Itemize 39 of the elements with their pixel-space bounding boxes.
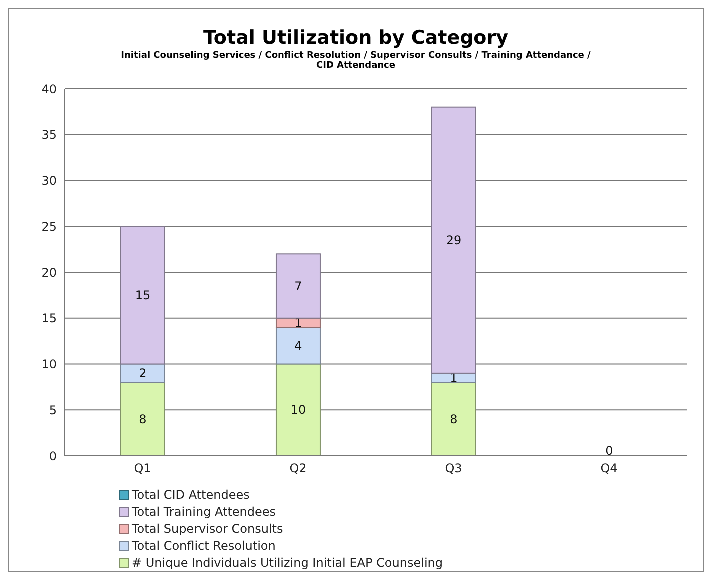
legend-label: Total CID Attendees — [132, 488, 250, 502]
data-label: 1 — [450, 371, 458, 386]
bar — [431, 382, 476, 456]
x-tick-label: Q2 — [290, 462, 307, 476]
legend-label: # Unique Individuals Utilizing Initial EAP Counseling — [132, 556, 443, 570]
x-tick-label: Q1 — [134, 462, 152, 476]
legend-label: Total Supervisor Consults — [132, 522, 284, 536]
y-tick-label: 5 — [49, 403, 57, 418]
data-label: 29 — [446, 233, 462, 248]
data-label: 10 — [290, 403, 306, 418]
data-label: 0 — [606, 444, 614, 458]
y-tick-label: 40 — [42, 82, 57, 96]
data-label: 7 — [294, 279, 302, 294]
bar — [276, 254, 321, 319]
y-tick-label: 20 — [42, 266, 57, 280]
data-label: 4 — [294, 338, 302, 353]
y-tick-label: 10 — [42, 358, 57, 372]
chart-title: Total Utilization by Category — [202, 27, 510, 49]
bar — [276, 364, 321, 456]
chart-subtitle: Initial Counseling Services / Conflict Resolution / Supervisor Consults / Training Attendance / CID Attendance — [121, 51, 591, 71]
y-tick-label: 35 — [42, 128, 57, 142]
bar — [120, 382, 166, 456]
bar — [431, 106, 476, 374]
data-label: 8 — [139, 412, 147, 426]
y-tick-label: 25 — [42, 220, 57, 234]
x-tick-label: Q3 — [445, 462, 462, 476]
x-tick-label: Q4 — [600, 462, 618, 476]
bar — [120, 226, 166, 365]
bar — [276, 327, 321, 365]
data-label: 15 — [135, 288, 151, 302]
y-tick-label: 15 — [42, 312, 57, 326]
data-label: 1 — [294, 316, 302, 330]
y-tick-label: 30 — [42, 174, 57, 188]
data-label: 8 — [450, 412, 458, 426]
legend-label: Total Training Attendees — [132, 504, 276, 518]
bar — [120, 364, 166, 384]
data-label: 2 — [139, 366, 147, 380]
legend-label: Total Conflict Resolution — [132, 538, 276, 552]
y-tick-label: 0 — [49, 449, 57, 464]
